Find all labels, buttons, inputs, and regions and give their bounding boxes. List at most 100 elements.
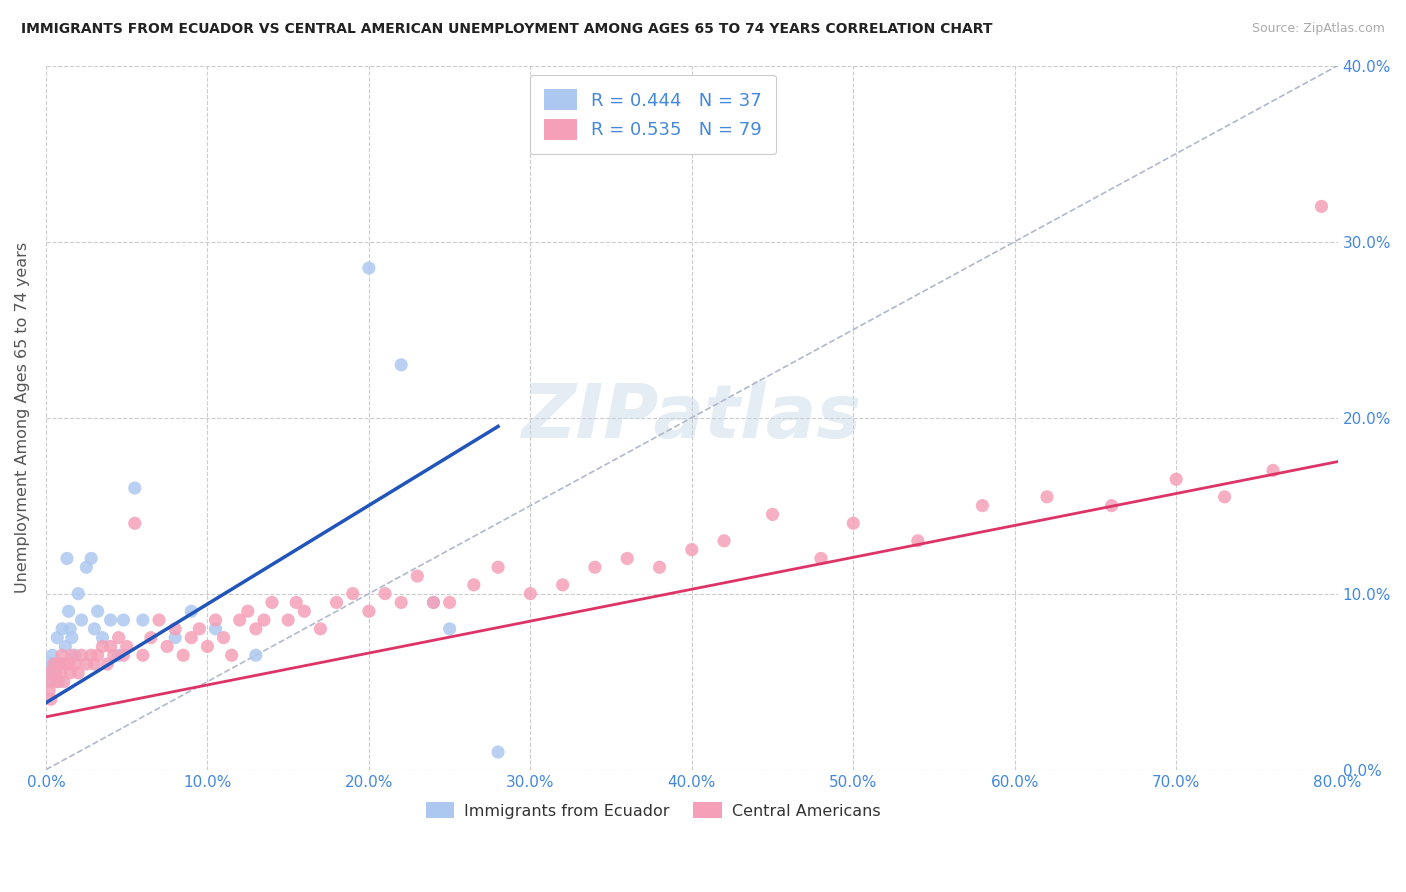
Point bbox=[56, 551, 79, 566]
Point bbox=[551, 578, 574, 592]
Point bbox=[38, 665, 60, 680]
Point bbox=[39, 692, 62, 706]
Point bbox=[59, 622, 82, 636]
Point bbox=[112, 648, 135, 663]
Point bbox=[197, 640, 219, 654]
Point bbox=[810, 551, 832, 566]
Point bbox=[67, 665, 90, 680]
Point bbox=[41, 674, 63, 689]
Point bbox=[172, 648, 194, 663]
Point bbox=[39, 657, 62, 671]
Point bbox=[253, 613, 276, 627]
Point bbox=[51, 622, 73, 636]
Point bbox=[260, 595, 283, 609]
Point bbox=[357, 260, 380, 275]
Point bbox=[342, 587, 364, 601]
Text: ZIPatlas: ZIPatlas bbox=[522, 381, 862, 454]
Point bbox=[67, 587, 90, 601]
Point bbox=[38, 683, 60, 698]
Point bbox=[83, 622, 105, 636]
Point bbox=[519, 587, 541, 601]
Point bbox=[48, 657, 70, 671]
Point bbox=[63, 648, 86, 663]
Point bbox=[75, 560, 97, 574]
Point bbox=[86, 604, 108, 618]
Point bbox=[486, 560, 509, 574]
Point bbox=[486, 745, 509, 759]
Point bbox=[406, 569, 429, 583]
Point bbox=[439, 595, 461, 609]
Text: IMMIGRANTS FROM ECUADOR VS CENTRAL AMERICAN UNEMPLOYMENT AMONG AGES 65 TO 74 YEA: IMMIGRANTS FROM ECUADOR VS CENTRAL AMERI… bbox=[21, 22, 993, 37]
Legend: Immigrants from Ecuador, Central Americans: Immigrants from Ecuador, Central America… bbox=[419, 796, 887, 825]
Point bbox=[41, 648, 63, 663]
Point bbox=[245, 648, 267, 663]
Point bbox=[389, 358, 412, 372]
Point bbox=[389, 595, 412, 609]
Point bbox=[212, 631, 235, 645]
Point bbox=[148, 613, 170, 627]
Point bbox=[681, 542, 703, 557]
Point bbox=[761, 508, 783, 522]
Point bbox=[422, 595, 444, 609]
Point bbox=[842, 516, 865, 531]
Point bbox=[132, 613, 155, 627]
Point bbox=[83, 657, 105, 671]
Point bbox=[422, 595, 444, 609]
Point bbox=[42, 657, 65, 671]
Point bbox=[1213, 490, 1236, 504]
Point bbox=[37, 674, 59, 689]
Point bbox=[75, 657, 97, 671]
Point bbox=[86, 648, 108, 663]
Point bbox=[616, 551, 638, 566]
Point bbox=[58, 657, 80, 671]
Point bbox=[80, 648, 103, 663]
Point bbox=[648, 560, 671, 574]
Point bbox=[188, 622, 211, 636]
Point bbox=[972, 499, 994, 513]
Point bbox=[180, 604, 202, 618]
Point bbox=[91, 631, 114, 645]
Point bbox=[180, 631, 202, 645]
Point bbox=[37, 665, 59, 680]
Point bbox=[42, 657, 65, 671]
Point bbox=[285, 595, 308, 609]
Point bbox=[713, 533, 735, 548]
Point bbox=[60, 648, 83, 663]
Point bbox=[52, 674, 75, 689]
Point bbox=[309, 622, 332, 636]
Point bbox=[96, 657, 118, 671]
Point bbox=[204, 613, 226, 627]
Point bbox=[124, 481, 146, 495]
Point bbox=[907, 533, 929, 548]
Point bbox=[59, 665, 82, 680]
Point bbox=[132, 648, 155, 663]
Point bbox=[91, 640, 114, 654]
Point bbox=[292, 604, 315, 618]
Point bbox=[228, 613, 250, 627]
Point bbox=[583, 560, 606, 574]
Point bbox=[53, 640, 76, 654]
Point bbox=[374, 587, 396, 601]
Point bbox=[236, 604, 259, 618]
Point bbox=[1166, 472, 1188, 486]
Point bbox=[115, 640, 138, 654]
Point bbox=[63, 657, 86, 671]
Point bbox=[46, 674, 69, 689]
Point bbox=[1261, 463, 1284, 477]
Point bbox=[49, 657, 72, 671]
Point bbox=[49, 665, 72, 680]
Point bbox=[58, 604, 80, 618]
Point bbox=[46, 631, 69, 645]
Point bbox=[463, 578, 485, 592]
Y-axis label: Unemployment Among Ages 65 to 74 years: Unemployment Among Ages 65 to 74 years bbox=[15, 242, 30, 593]
Point bbox=[221, 648, 243, 663]
Point bbox=[139, 631, 162, 645]
Point bbox=[1101, 499, 1123, 513]
Point bbox=[1036, 490, 1059, 504]
Point bbox=[156, 640, 179, 654]
Point bbox=[70, 613, 93, 627]
Point bbox=[80, 551, 103, 566]
Point bbox=[45, 665, 67, 680]
Point bbox=[204, 622, 226, 636]
Point bbox=[439, 622, 461, 636]
